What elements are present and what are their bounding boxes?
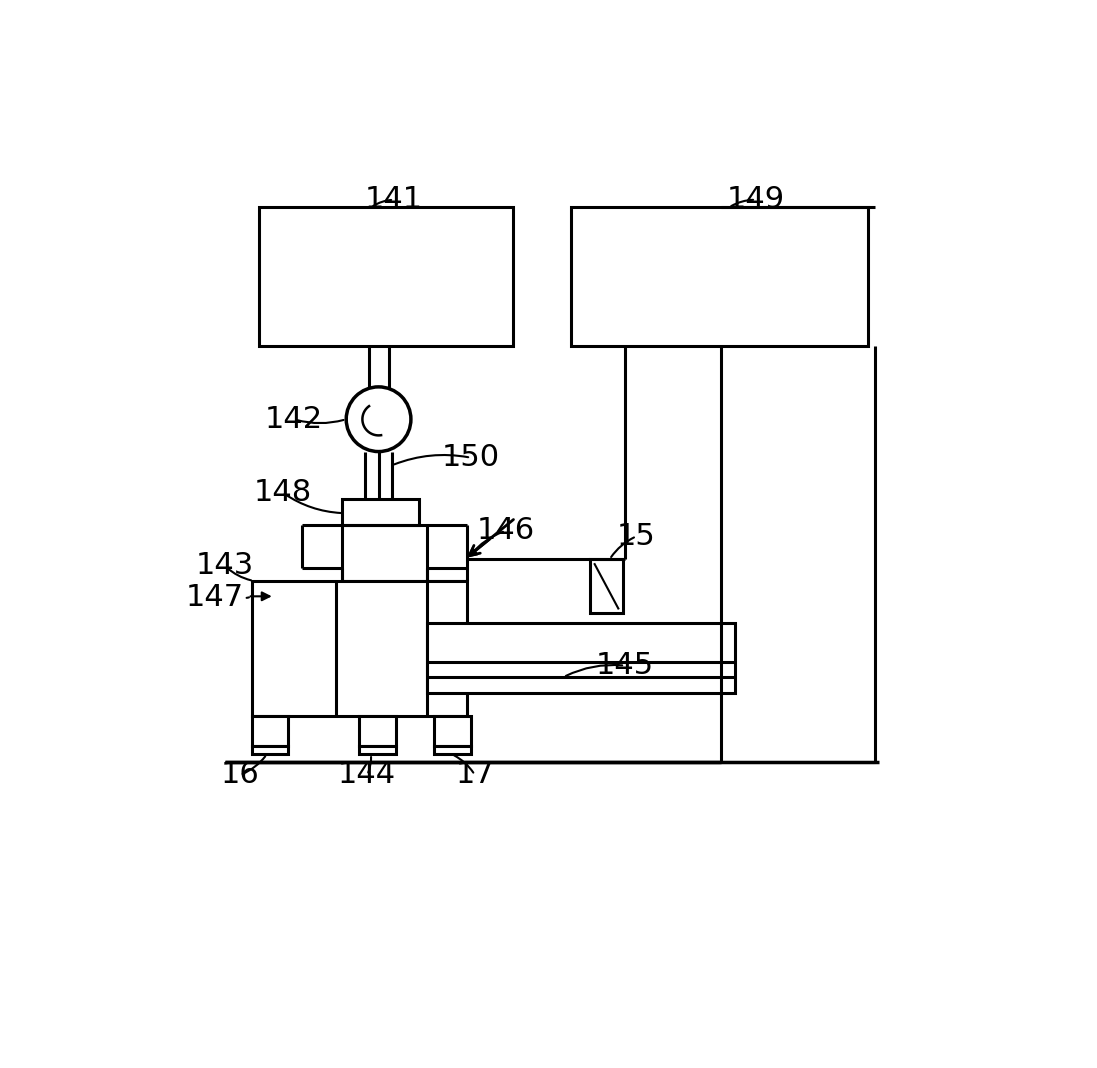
Text: 15: 15 [618,522,656,551]
Bar [360,716,396,747]
Text: 149: 149 [727,185,785,215]
Text: 148: 148 [253,477,312,507]
Text: 147: 147 [185,583,244,612]
Text: 141: 141 [365,185,423,215]
Text: 142: 142 [264,405,323,434]
Bar [572,207,868,346]
Bar [251,716,289,747]
Bar [427,624,735,692]
Text: 143: 143 [195,551,253,580]
Text: 145: 145 [596,651,654,680]
Bar [259,207,513,346]
Text: 144: 144 [338,760,396,789]
Text: 150: 150 [442,443,500,472]
Bar [251,581,467,716]
Text: 16: 16 [220,760,259,789]
Text: 146: 146 [476,516,534,546]
Bar [434,716,471,747]
Text: 17: 17 [455,760,494,789]
Bar [251,747,289,754]
Bar [360,747,396,754]
Bar [341,499,419,525]
Bar [590,560,623,613]
Bar [434,747,471,754]
Circle shape [347,387,411,452]
